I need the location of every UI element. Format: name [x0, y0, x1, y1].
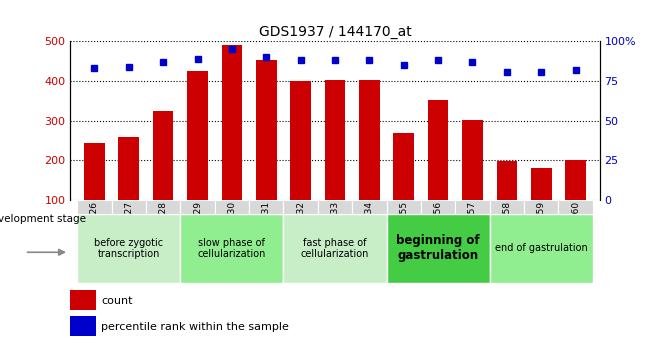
Text: GSM90260: GSM90260 — [571, 201, 580, 250]
Bar — [84, 142, 105, 200]
Bar — [558, 200, 593, 214]
Bar — [283, 214, 387, 283]
Bar — [283, 200, 318, 214]
Text: percentile rank within the sample: percentile rank within the sample — [101, 322, 289, 332]
Bar — [496, 161, 517, 200]
Text: end of gastrulation: end of gastrulation — [495, 244, 588, 253]
Text: GSM90258: GSM90258 — [502, 201, 511, 250]
Text: development stage: development stage — [0, 214, 86, 224]
Text: GSM90231: GSM90231 — [262, 201, 271, 250]
Text: GSM90257: GSM90257 — [468, 201, 477, 250]
Text: GSM90232: GSM90232 — [296, 201, 305, 250]
Text: GSM90230: GSM90230 — [227, 201, 237, 250]
Bar — [70, 290, 96, 310]
Bar — [187, 71, 208, 200]
Bar — [421, 200, 456, 214]
Bar — [428, 100, 448, 200]
Text: GSM90259: GSM90259 — [537, 201, 546, 250]
Bar — [77, 214, 180, 283]
Bar — [290, 81, 311, 200]
Bar — [490, 214, 593, 283]
Bar — [180, 214, 283, 283]
Text: GSM90226: GSM90226 — [90, 201, 99, 250]
Bar — [325, 80, 345, 200]
Text: GSM90256: GSM90256 — [433, 201, 443, 250]
Text: GSM90255: GSM90255 — [399, 201, 408, 250]
Text: GSM90227: GSM90227 — [124, 201, 133, 250]
Bar — [565, 160, 586, 200]
Bar — [146, 200, 180, 214]
Text: slow phase of
cellularization: slow phase of cellularization — [198, 238, 266, 259]
Bar — [387, 214, 490, 283]
Bar — [531, 168, 551, 200]
Bar — [462, 120, 483, 200]
Bar — [180, 200, 214, 214]
Bar — [456, 200, 490, 214]
Bar — [318, 200, 352, 214]
Bar — [352, 200, 387, 214]
Bar — [387, 200, 421, 214]
Text: before zygotic
transcription: before zygotic transcription — [94, 238, 163, 259]
Bar — [214, 200, 249, 214]
Bar — [222, 45, 242, 200]
Bar — [490, 200, 524, 214]
Text: beginning of
gastrulation: beginning of gastrulation — [396, 234, 480, 263]
Bar — [524, 200, 558, 214]
Bar — [249, 200, 283, 214]
Text: GSM90228: GSM90228 — [159, 201, 168, 250]
Text: count: count — [101, 296, 133, 306]
Bar — [393, 132, 414, 200]
Bar — [119, 137, 139, 200]
Text: fast phase of
cellularization: fast phase of cellularization — [301, 238, 369, 259]
Text: GSM90229: GSM90229 — [193, 201, 202, 250]
Text: GSM90233: GSM90233 — [330, 201, 340, 250]
Title: GDS1937 / 144170_at: GDS1937 / 144170_at — [259, 25, 411, 39]
Bar — [77, 200, 112, 214]
Bar — [112, 200, 146, 214]
Text: GSM90234: GSM90234 — [365, 201, 374, 250]
Bar — [359, 80, 380, 200]
Bar — [256, 60, 277, 200]
Bar — [153, 111, 174, 200]
Bar — [70, 316, 96, 335]
